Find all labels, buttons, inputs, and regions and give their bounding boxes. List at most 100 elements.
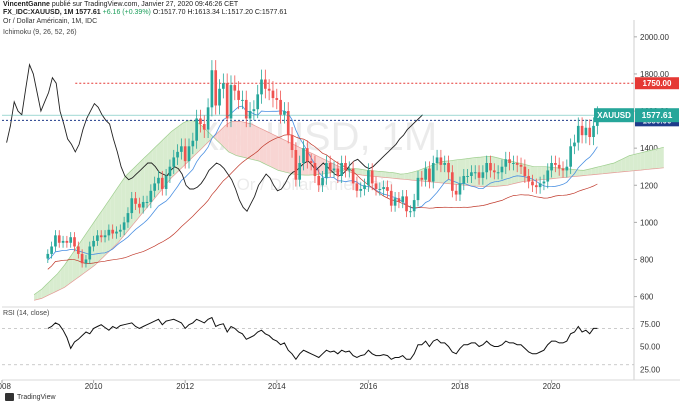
candle-body: [538, 183, 542, 188]
ichimoku-cloud-segment: [442, 161, 447, 184]
candle-body: [54, 235, 57, 247]
candle-body: [428, 168, 431, 182]
price-tick-label: 800: [640, 255, 654, 264]
indicator-label[interactable]: Ichimoku (9, 26, 52, 26): [3, 29, 77, 36]
candle-body: [122, 222, 126, 230]
ichimoku-cloud-segment: [45, 281, 50, 297]
ichimoku-cloud-segment: [163, 135, 168, 188]
candle-body: [401, 196, 405, 202]
ichimoku-cloud-segment: [388, 172, 393, 179]
candle-body: [332, 168, 336, 171]
candle-body: [57, 235, 61, 243]
ichimoku-cloud-segment: [652, 149, 657, 169]
candle-body: [50, 246, 53, 254]
candle-body: [489, 163, 492, 171]
candle-body: [218, 88, 221, 106]
candle-body: [180, 146, 183, 152]
ichimoku-cloud-segment: [396, 173, 401, 179]
ohlc-open: O:1517.70: [152, 9, 186, 16]
ichimoku-cloud-segment: [541, 166, 546, 180]
ichimoku-cloud-segment: [110, 192, 115, 251]
symbol-line: FX_IDC:XAUUSD, 1M 1577.61 +6.16 (+0.39%)…: [3, 9, 287, 16]
candle-body: [195, 118, 198, 141]
candle-body: [76, 246, 80, 254]
rsi-label[interactable]: RSI (14, close): [3, 310, 50, 317]
candle-body: [160, 177, 164, 189]
candle-body: [580, 125, 584, 136]
candle-body: [283, 111, 286, 115]
ichimoku-cloud-segment: [606, 163, 611, 174]
candle-body: [347, 168, 351, 171]
ichimoku-cloud-segment: [625, 155, 630, 172]
candle-body: [523, 166, 527, 176]
candle-body: [576, 125, 580, 143]
candle-body: [393, 198, 397, 206]
candle-body: [172, 157, 176, 167]
candle-body: [477, 172, 481, 178]
ichimoku-cloud-segment: [247, 123, 252, 160]
time-tick-label: 2008: [0, 382, 11, 391]
level-tag-1750: [635, 77, 679, 90]
candle-body: [386, 187, 389, 191]
candle-body: [409, 211, 412, 213]
ohlc-close: C:1577.61: [254, 9, 288, 16]
candle-body: [447, 163, 450, 173]
ichimoku-cloud-segment: [453, 159, 458, 185]
ichimoku-cloud-segment: [198, 123, 202, 152]
candle-body: [61, 240, 65, 243]
time-tick-label: 2016: [359, 382, 377, 391]
ichimoku-cloud-segment: [56, 269, 61, 292]
candle-body: [248, 111, 252, 119]
ichimoku-cloud-segment: [598, 165, 603, 175]
candle-body: [443, 163, 447, 165]
candle-body: [290, 135, 294, 151]
candle-body: [405, 196, 408, 212]
candle-body: [256, 94, 260, 110]
candle-body: [504, 159, 508, 167]
candle-body: [492, 170, 496, 173]
candle-body: [84, 259, 88, 264]
candle-body: [363, 185, 366, 189]
candle-body: [481, 172, 485, 178]
footer-brand[interactable]: TradingView: [5, 393, 56, 401]
ohlc-low: L:1517.20: [221, 9, 253, 16]
ichimoku-cloud-segment: [583, 169, 588, 176]
ichimoku-cloud-segment: [236, 121, 241, 157]
candle-body: [286, 111, 290, 136]
publisher-name[interactable]: VincentGanne: [3, 1, 50, 8]
candle-body: [496, 172, 500, 174]
ichimoku-cloud-segment: [232, 121, 237, 156]
candle-body: [271, 90, 275, 99]
candle-body: [73, 237, 76, 247]
candle-body: [485, 163, 489, 173]
candle-body: [557, 164, 561, 169]
ichimoku-cloud-segment: [34, 291, 38, 301]
time-tick-label: 2010: [85, 382, 103, 391]
candle-body: [88, 246, 92, 260]
ichimoku-cloud-segment: [514, 162, 519, 184]
candle-body: [222, 83, 225, 89]
ichimoku-cloud-segment: [534, 166, 538, 181]
ichimoku-cloud-segment: [591, 167, 596, 175]
candle-body: [473, 172, 477, 174]
candle-body: [439, 157, 443, 165]
candle-body: [305, 148, 309, 162]
ichimoku-cloud-segment: [404, 173, 409, 180]
candle-body: [244, 99, 248, 119]
ichimoku-cloud-segment: [53, 274, 57, 293]
time-tick-label: 2012: [176, 382, 194, 391]
candle-body: [80, 253, 84, 264]
candle-body: [328, 163, 332, 171]
ichimoku-cloud-segment: [224, 123, 229, 152]
ichimoku-cloud-segment: [385, 171, 389, 178]
candle-body: [206, 107, 210, 130]
ichimoku-cloud-segment: [255, 125, 260, 162]
candle-body: [130, 198, 134, 214]
ichimoku-cloud-segment: [507, 160, 512, 186]
candle-body: [519, 164, 523, 167]
ichimoku-cloud-segment: [610, 163, 615, 174]
candle-body: [183, 146, 187, 162]
candle-body: [233, 85, 237, 91]
